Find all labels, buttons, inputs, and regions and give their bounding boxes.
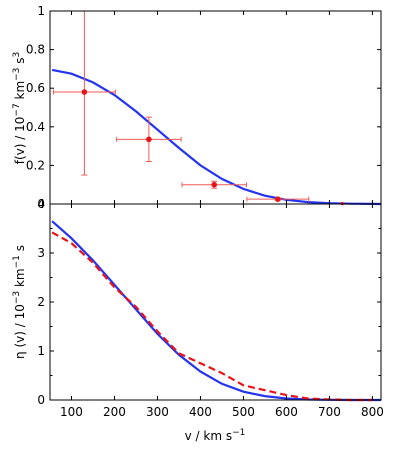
- top-y-tick-label: 1: [37, 4, 45, 18]
- bottom-y-tick-label: 4: [37, 197, 45, 211]
- x-tick-label: 400: [189, 405, 212, 419]
- x-tick-label: 100: [60, 405, 83, 419]
- data-point-4: [246, 196, 310, 202]
- model-curve-top: [51, 68, 382, 206]
- top-curve-layer: [51, 68, 382, 206]
- dashed-series-line: [51, 231, 373, 402]
- data-point-1: [52, 10, 116, 176]
- bottom-panel: 0 1 2 3 4 100 200 300 400 500 600 700 800 η (v) / 1…: [12, 197, 384, 443]
- bottom-y-tick-label: 1: [37, 344, 45, 358]
- data-marker: [275, 196, 281, 202]
- bottom-lines-layer: [51, 220, 381, 402]
- top-y-ticks: 0 0.2 0.4 0.6 0.8 1: [26, 4, 381, 211]
- x-tick-label: 700: [318, 405, 341, 419]
- x-tick-label: 200: [103, 405, 126, 419]
- top-y-tick-label: 0.8: [26, 43, 45, 57]
- x-tick-label: 500: [232, 405, 255, 419]
- x-tick-label: 800: [361, 405, 384, 419]
- data-marker: [211, 181, 218, 188]
- bottom-y-ticks: 0 1 2 3 4: [37, 197, 381, 407]
- bottom-y-tick-label: 2: [37, 295, 45, 309]
- bottom-y-tick-label: 0: [37, 393, 45, 407]
- x-tick-label: 600: [275, 405, 298, 419]
- data-point-2: [116, 116, 182, 163]
- top-y-tick-label: 0.2: [26, 158, 45, 172]
- bottom-axes-frame: [49, 203, 382, 401]
- x-tick-label: 300: [146, 405, 169, 419]
- top-points-layer: [52, 10, 344, 206]
- bottom-x-ticks: 100 200 300 400 500 600 700 800: [60, 204, 384, 419]
- top-y-tick-label: 0.6: [26, 81, 45, 95]
- top-y-tick-label: 0.4: [26, 120, 45, 134]
- data-point-3: [181, 180, 247, 189]
- top-panel: 0 0.2 0.4 0.6 0.8 1 f(v) / 10−7 km−3 s3: [12, 4, 382, 211]
- bottom-y-tick-label: 3: [37, 246, 45, 260]
- solid-series-line: [51, 220, 381, 402]
- top-y-tick-label: 0: [37, 197, 45, 211]
- data-marker: [81, 89, 88, 95]
- bottom-y-axis-label: η (v) / 10−3 km−1 s: [12, 245, 27, 359]
- data-marker: [146, 136, 152, 143]
- top-y-axis-label: f(v) / 10−7 km−3 s3: [12, 52, 27, 164]
- x-axis-label: v / km s−1: [185, 428, 246, 443]
